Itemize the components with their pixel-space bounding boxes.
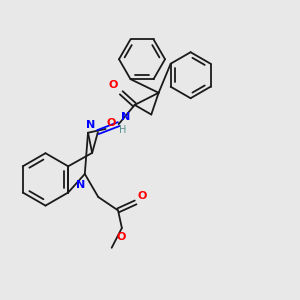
Text: O: O: [107, 118, 116, 128]
Text: N: N: [86, 119, 95, 130]
Text: N: N: [121, 112, 130, 122]
Text: O: O: [117, 232, 126, 242]
Text: H: H: [119, 125, 126, 135]
Text: O: O: [109, 80, 118, 90]
Text: O: O: [137, 191, 147, 201]
Text: N: N: [76, 180, 86, 190]
